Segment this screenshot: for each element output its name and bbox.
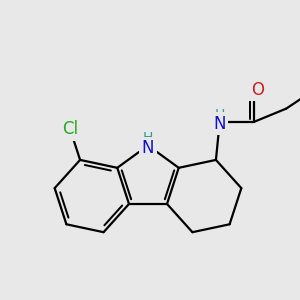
Text: N: N	[142, 140, 154, 158]
Text: H: H	[214, 108, 225, 122]
Text: H: H	[143, 131, 153, 146]
Text: N: N	[214, 115, 226, 133]
Text: Cl: Cl	[62, 120, 78, 138]
Text: O: O	[251, 81, 264, 99]
